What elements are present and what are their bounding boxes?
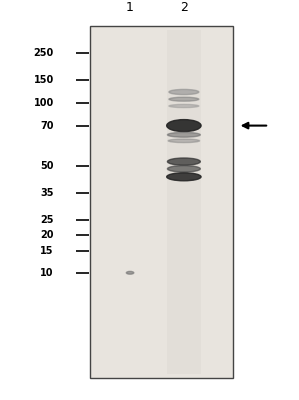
Text: 250: 250: [33, 48, 54, 58]
Text: 15: 15: [40, 246, 54, 256]
Text: 35: 35: [40, 188, 54, 198]
Text: 2: 2: [180, 1, 188, 14]
Text: 150: 150: [33, 75, 54, 85]
Text: 50: 50: [40, 161, 54, 170]
Bar: [167, 30, 201, 374]
Ellipse shape: [167, 173, 201, 181]
Ellipse shape: [167, 120, 201, 132]
Ellipse shape: [168, 139, 200, 143]
Text: 70: 70: [40, 120, 54, 130]
Text: 25: 25: [40, 215, 54, 225]
Text: 10: 10: [40, 268, 54, 278]
Ellipse shape: [169, 97, 199, 101]
Ellipse shape: [169, 89, 199, 95]
Bar: [90, 26, 233, 378]
Ellipse shape: [167, 166, 200, 172]
Ellipse shape: [167, 158, 200, 165]
Text: 1: 1: [126, 1, 134, 14]
Ellipse shape: [126, 271, 134, 274]
Ellipse shape: [169, 104, 199, 108]
Text: 100: 100: [33, 98, 54, 108]
Ellipse shape: [167, 132, 200, 137]
Text: 20: 20: [40, 230, 54, 240]
